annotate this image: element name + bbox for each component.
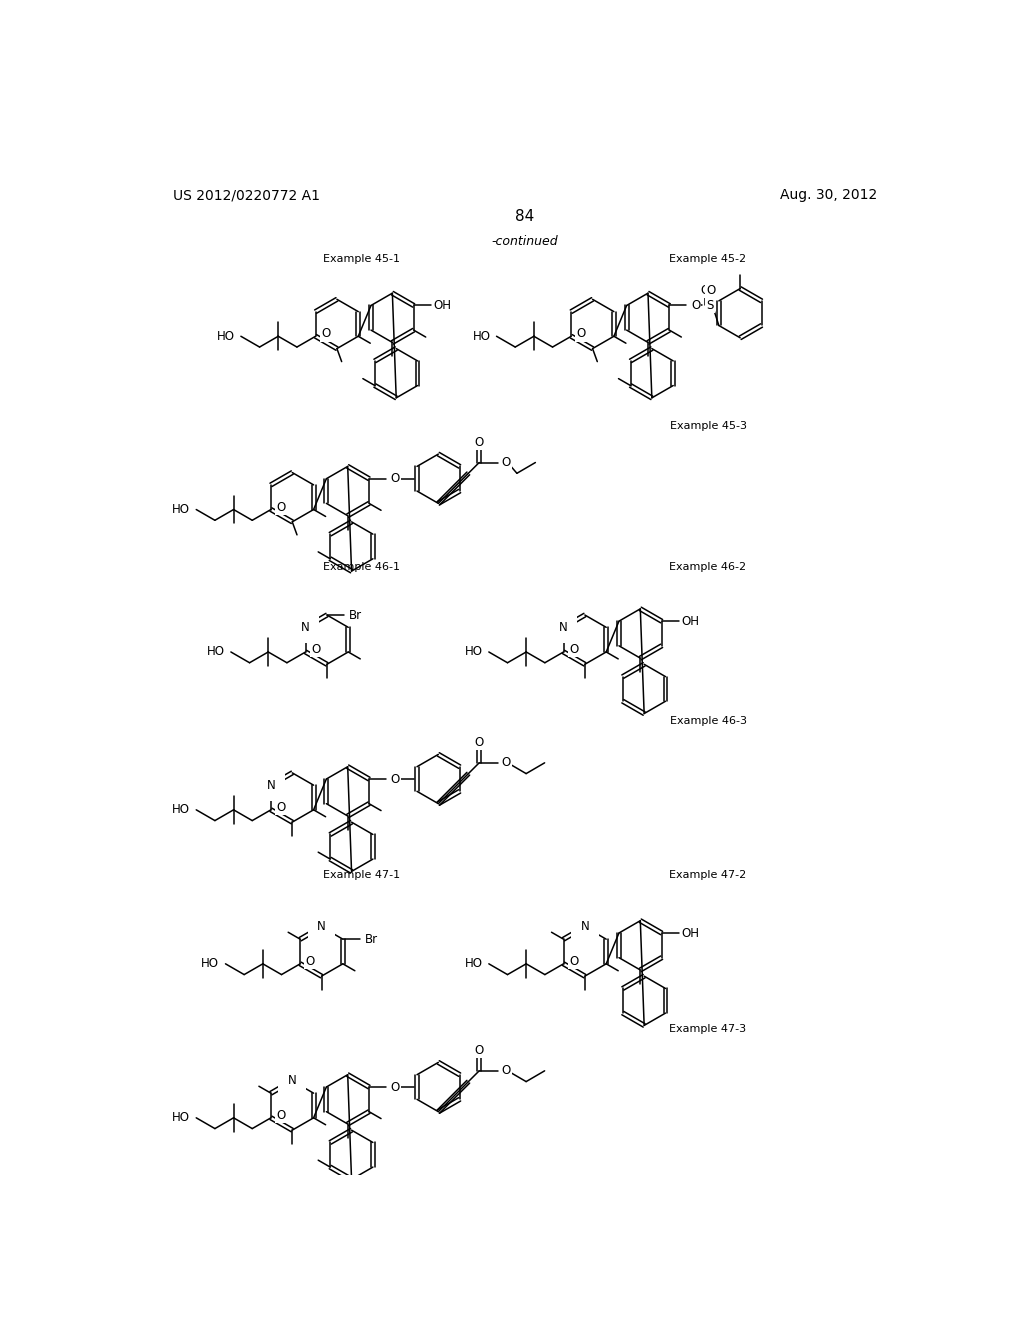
Text: O: O [276, 500, 286, 513]
Text: Br: Br [365, 933, 378, 945]
Text: OH: OH [434, 298, 452, 312]
Text: N: N [301, 620, 310, 634]
Text: HO: HO [472, 330, 490, 343]
Text: HO: HO [172, 1111, 190, 1125]
Text: O: O [707, 284, 716, 297]
Text: Example 47-1: Example 47-1 [323, 870, 400, 879]
Text: Example 46-2: Example 46-2 [670, 561, 746, 572]
Text: O: O [577, 327, 586, 341]
Text: O: O [502, 756, 511, 770]
Text: S: S [707, 298, 714, 312]
Text: N: N [317, 920, 326, 933]
Text: O: O [390, 1081, 399, 1093]
Text: O: O [569, 643, 579, 656]
Text: Example 45-3: Example 45-3 [670, 421, 746, 432]
Text: O: O [474, 1044, 483, 1057]
Text: Br: Br [348, 609, 361, 622]
Text: N: N [559, 620, 568, 634]
Text: O: O [321, 327, 330, 341]
Text: Example 47-2: Example 47-2 [670, 870, 746, 879]
Text: O: O [502, 1064, 511, 1077]
Text: HO: HO [172, 503, 190, 516]
Text: O: O [691, 298, 700, 312]
Text: O: O [276, 1109, 286, 1122]
Text: HO: HO [217, 330, 234, 343]
Text: N: N [581, 920, 589, 933]
Text: O: O [390, 772, 399, 785]
Text: Aug. 30, 2012: Aug. 30, 2012 [780, 189, 878, 202]
Text: HO: HO [202, 957, 219, 970]
Text: O: O [700, 284, 710, 297]
Text: O: O [276, 801, 286, 814]
Text: O: O [569, 954, 579, 968]
Text: HO: HO [172, 804, 190, 816]
Text: N: N [266, 779, 275, 792]
Text: N: N [288, 1074, 297, 1088]
Text: HO: HO [465, 645, 482, 659]
Text: Example 45-2: Example 45-2 [670, 253, 746, 264]
Text: HO: HO [207, 645, 224, 659]
Text: O: O [474, 737, 483, 750]
Text: HO: HO [465, 957, 482, 970]
Text: Example 46-1: Example 46-1 [323, 561, 400, 572]
Text: O: O [311, 643, 321, 656]
Text: O: O [474, 436, 483, 449]
Text: Example 47-3: Example 47-3 [670, 1023, 746, 1034]
Text: OH: OH [682, 615, 699, 628]
Text: Example 45-1: Example 45-1 [323, 253, 400, 264]
Text: O: O [390, 473, 399, 486]
Text: OH: OH [682, 927, 699, 940]
Text: 84: 84 [515, 210, 535, 224]
Text: O: O [502, 455, 511, 469]
Text: Example 46-3: Example 46-3 [670, 715, 746, 726]
Text: US 2012/0220772 A1: US 2012/0220772 A1 [173, 189, 319, 202]
Text: O: O [305, 954, 314, 968]
Text: -continued: -continued [492, 235, 558, 248]
